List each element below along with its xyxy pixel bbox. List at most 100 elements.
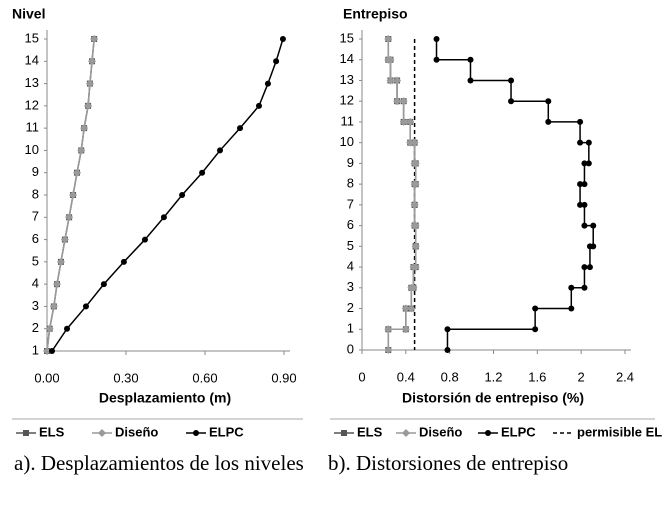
- x-tick-label: 0.8: [441, 369, 459, 384]
- point: [120, 258, 127, 265]
- y-tick-label: 6: [32, 231, 39, 246]
- y-tick-label: 14: [25, 53, 39, 68]
- point: [84, 101, 93, 110]
- point: [411, 263, 420, 272]
- x-tick-label: 0.00: [34, 370, 59, 385]
- point: [264, 80, 271, 87]
- point: [60, 235, 69, 244]
- point: [411, 180, 420, 189]
- y-tick-label: 0: [347, 341, 354, 356]
- point: [508, 77, 515, 84]
- y-tick-label: 5: [32, 253, 39, 268]
- legend-marker: [341, 430, 347, 436]
- point: [65, 213, 74, 222]
- y-tick-label: 4: [347, 259, 354, 274]
- point: [64, 325, 71, 332]
- point: [568, 305, 575, 312]
- x-tick-label: 0.4: [397, 369, 415, 384]
- point: [433, 56, 440, 63]
- point: [399, 117, 408, 126]
- y-tick-label: 1: [347, 321, 354, 336]
- y-tick-label: 15: [25, 30, 39, 45]
- point: [393, 97, 402, 106]
- legend-marker: [23, 430, 29, 436]
- point: [386, 76, 395, 85]
- x-tick-label: 1.2: [484, 369, 502, 384]
- y-tick-label: 15: [340, 30, 354, 45]
- point: [384, 325, 393, 334]
- point: [53, 280, 62, 289]
- point: [577, 118, 584, 125]
- point: [581, 181, 588, 188]
- point: [393, 76, 402, 85]
- point: [88, 57, 97, 66]
- point: [255, 102, 262, 109]
- y-tick-label: 3: [347, 279, 354, 294]
- point: [410, 159, 419, 168]
- legend-marker: [193, 430, 199, 436]
- point: [411, 242, 420, 251]
- x-tick-label: 0.30: [113, 370, 138, 385]
- point: [85, 79, 94, 88]
- point: [590, 222, 597, 229]
- point: [577, 181, 584, 188]
- legend-marker: [485, 430, 491, 436]
- y-tick-label: 8: [347, 176, 354, 191]
- point: [410, 221, 419, 230]
- caption: b). Distorsiones de entrepiso: [328, 451, 569, 475]
- point: [532, 326, 539, 333]
- point: [581, 222, 588, 229]
- x-tick-label: 2: [578, 369, 585, 384]
- point: [80, 124, 89, 133]
- point: [577, 201, 584, 208]
- y-tick-label: 12: [25, 97, 39, 112]
- point: [409, 283, 418, 292]
- point: [545, 118, 552, 125]
- y-tick-label: 14: [340, 51, 354, 66]
- point: [100, 281, 107, 288]
- x-tick-label: 0: [358, 369, 365, 384]
- step-line: [435, 39, 594, 350]
- point: [585, 160, 592, 167]
- legend-label: ELPC: [209, 424, 244, 439]
- point: [237, 125, 244, 132]
- point: [433, 36, 440, 42]
- x-tick-label: 0.60: [192, 370, 217, 385]
- point: [585, 139, 592, 146]
- point: [384, 346, 393, 354]
- y-tick-label: 10: [25, 142, 39, 157]
- legend-marker: [402, 429, 410, 437]
- point: [279, 36, 286, 42]
- point: [407, 304, 416, 313]
- point: [90, 35, 99, 43]
- y-axis-title: Entrepiso: [343, 6, 408, 22]
- y-tick-label: 11: [26, 120, 40, 135]
- legend-label: ELS: [357, 424, 383, 439]
- y-axis-title: Nivel: [12, 6, 45, 22]
- x-axis-title: Desplazamiento (m): [99, 390, 231, 406]
- legend-label: ELS: [39, 424, 65, 439]
- y-tick-label: 5: [347, 238, 354, 253]
- point: [399, 97, 408, 106]
- point: [384, 55, 393, 64]
- point: [49, 348, 56, 354]
- legend-label: permisible ELS: [577, 424, 662, 439]
- point: [43, 347, 51, 355]
- point: [410, 138, 419, 147]
- x-tick-label: 2.4: [616, 369, 634, 384]
- y-tick-label: 4: [32, 276, 39, 291]
- point: [444, 326, 451, 333]
- point: [508, 98, 515, 105]
- y-tick-label: 8: [32, 186, 39, 201]
- legend-label: ELPC: [501, 424, 536, 439]
- point: [384, 35, 393, 43]
- point: [406, 117, 415, 126]
- x-tick-label: 0.90: [271, 370, 296, 385]
- y-tick-label: 10: [340, 134, 354, 149]
- point: [141, 236, 148, 243]
- point: [401, 304, 410, 313]
- x-axis-title: Distorsión de entrepiso (%): [402, 390, 584, 406]
- point: [401, 325, 410, 334]
